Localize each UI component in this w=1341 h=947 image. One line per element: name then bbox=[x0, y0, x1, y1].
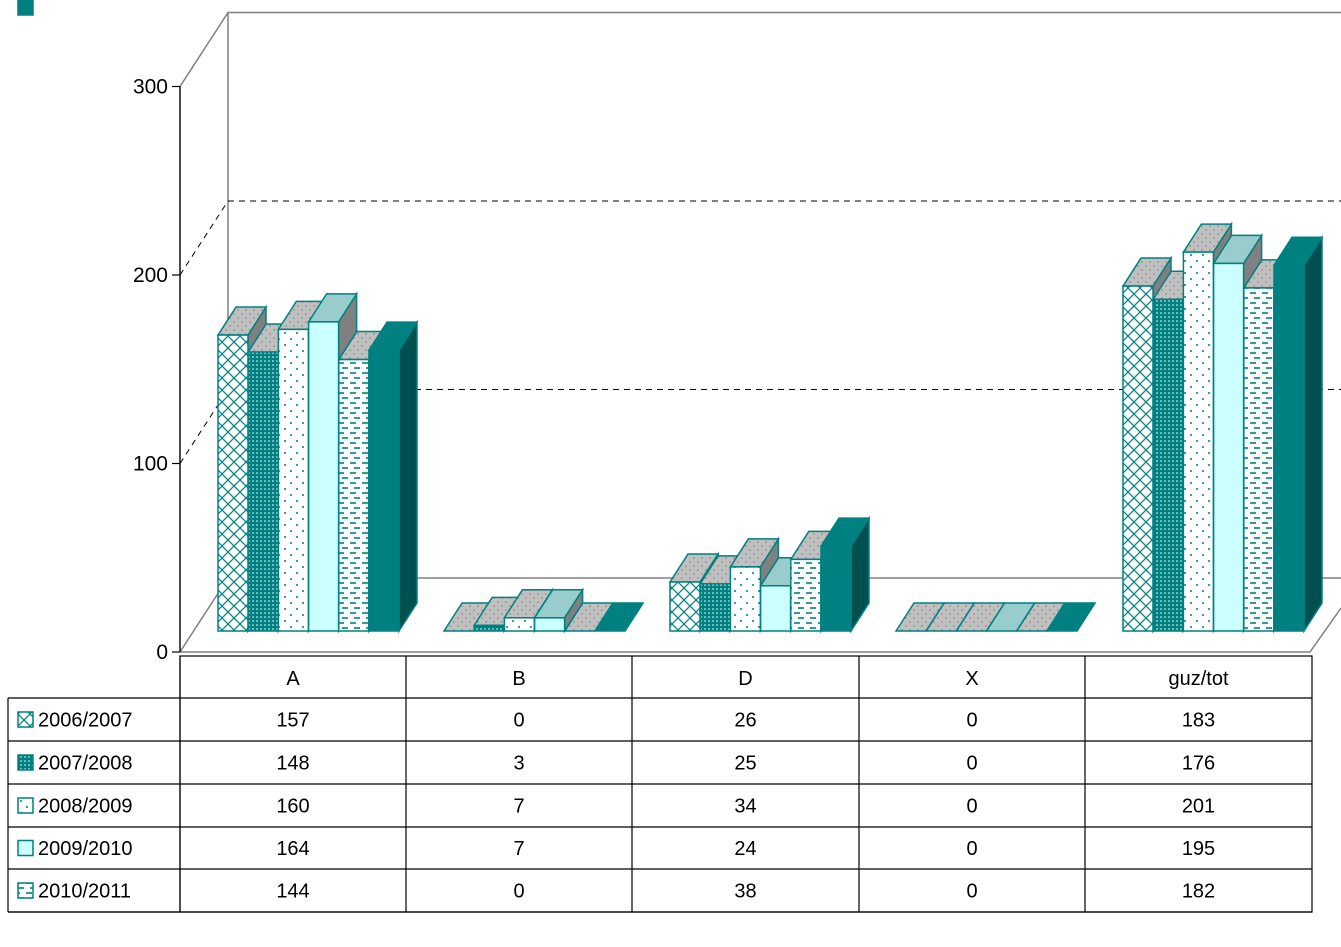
bar-top bbox=[593, 602, 645, 632]
data-label: 0 bbox=[966, 753, 977, 775]
bar bbox=[699, 583, 731, 632]
data-label: 26 bbox=[734, 710, 756, 732]
bar bbox=[1243, 287, 1275, 632]
bar bbox=[473, 624, 505, 632]
data-label: 0 bbox=[513, 710, 524, 732]
data-label: 164 bbox=[276, 838, 309, 860]
x-category-label: B bbox=[512, 668, 525, 690]
legend-swatch bbox=[17, 797, 34, 814]
y-axis: 0 100 200 300 bbox=[133, 76, 181, 664]
data-label: 0 bbox=[966, 710, 977, 732]
legend-swatch bbox=[17, 0, 34, 16]
legend-label: 2010/2011 bbox=[38, 881, 131, 903]
data-label: 0 bbox=[966, 838, 977, 860]
bar bbox=[1122, 285, 1154, 632]
data-label: 183 bbox=[1182, 710, 1215, 732]
data-label: 157 bbox=[276, 710, 309, 732]
bar bbox=[729, 566, 762, 632]
legend-label: 2006/2007 bbox=[38, 710, 133, 732]
x-category-label: A bbox=[286, 668, 300, 690]
data-label: 3 bbox=[513, 753, 524, 775]
x-category-label: guz/tot bbox=[1168, 668, 1228, 690]
data-label: 0 bbox=[513, 0, 524, 5]
bar-side bbox=[1303, 234, 1323, 634]
data-label: 195 bbox=[1182, 838, 1215, 860]
x-category-label: D bbox=[738, 668, 752, 690]
bar-side bbox=[398, 319, 418, 634]
data-label: 176 bbox=[1182, 753, 1215, 775]
bar-top bbox=[1045, 602, 1097, 632]
bar bbox=[368, 349, 400, 632]
bar bbox=[790, 558, 822, 632]
gridline-side bbox=[179, 389, 229, 464]
bar bbox=[503, 617, 536, 632]
data-label: 25 bbox=[734, 753, 756, 775]
data-label: 24 bbox=[734, 838, 756, 860]
bar bbox=[277, 328, 310, 632]
legend-swatch bbox=[17, 839, 34, 857]
data-label: 45 bbox=[734, 0, 756, 5]
data-label: 201 bbox=[1182, 796, 1215, 818]
bar bbox=[247, 351, 279, 632]
legend-label: 2007/2008 bbox=[38, 753, 133, 775]
x-category-label: X bbox=[965, 668, 978, 690]
legend-swatch bbox=[17, 711, 34, 728]
data-label: 7 bbox=[513, 838, 524, 860]
data-label: 148 bbox=[276, 753, 309, 775]
data-label: 0 bbox=[966, 881, 977, 903]
legend-label: 2009/2010 bbox=[38, 838, 133, 860]
data-label: 38 bbox=[734, 881, 756, 903]
bar bbox=[1212, 262, 1245, 632]
data-label: 0 bbox=[966, 0, 977, 5]
bars bbox=[216, 221, 1324, 634]
bar bbox=[1152, 298, 1184, 632]
data-label: 182 bbox=[1182, 881, 1215, 903]
data-label: 194 bbox=[1182, 0, 1215, 5]
data-label: 0 bbox=[513, 881, 524, 903]
data-label: 0 bbox=[966, 796, 977, 818]
legend-label: 2008/2009 bbox=[38, 796, 133, 818]
bar bbox=[669, 581, 701, 632]
bar bbox=[307, 321, 340, 632]
y-tick-label: 0 bbox=[156, 641, 168, 664]
legend-swatch bbox=[17, 882, 34, 899]
gridline-side bbox=[179, 200, 229, 276]
bar bbox=[217, 334, 249, 632]
data-label: 34 bbox=[734, 796, 756, 818]
bar bbox=[1182, 251, 1215, 632]
data-label: 7 bbox=[513, 796, 524, 818]
data-label: 160 bbox=[276, 796, 309, 818]
y-tick-label: 300 bbox=[133, 76, 168, 99]
legend-swatch bbox=[17, 754, 34, 771]
y-tick-label: 100 bbox=[133, 453, 168, 476]
y-tick-label: 200 bbox=[133, 264, 168, 287]
bar bbox=[759, 585, 792, 632]
data-label: 149 bbox=[276, 0, 309, 5]
data-label: 144 bbox=[276, 881, 309, 903]
bar bbox=[533, 617, 566, 632]
bar bbox=[338, 358, 370, 632]
bar bbox=[820, 545, 852, 632]
bar bbox=[1273, 264, 1305, 632]
